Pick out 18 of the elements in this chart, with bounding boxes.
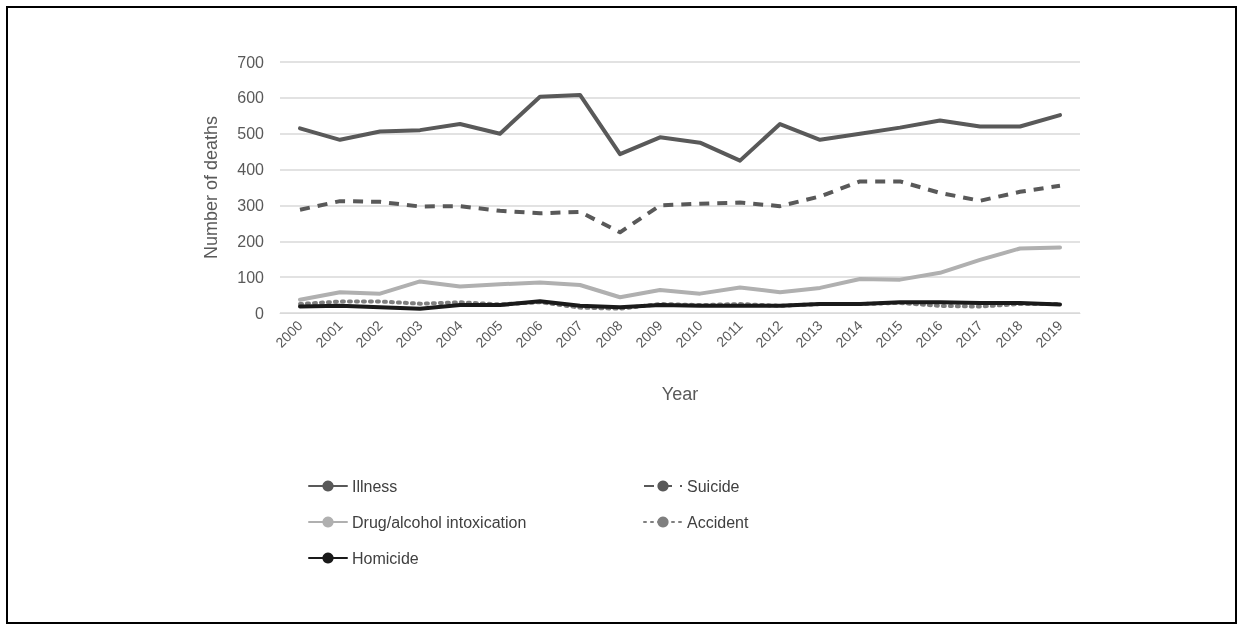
y-tick-label: 100 — [237, 268, 265, 286]
y-tick-label: 0 — [255, 304, 265, 322]
legend-label: Homicide — [352, 549, 419, 567]
line-series — [298, 92, 1062, 163]
y-tick-label: 700 — [237, 53, 265, 71]
legend-label: Suicide — [687, 477, 740, 495]
legend-label: Drug/alcohol intoxication — [352, 513, 527, 531]
legend-label: Illness — [352, 477, 398, 495]
y-axis-title: Number of deaths — [201, 115, 221, 260]
y-tick-label: 400 — [237, 161, 265, 179]
x-axis-title: Year — [661, 384, 699, 404]
legend-label: Accident — [687, 513, 749, 531]
y-tick-label: 200 — [237, 232, 265, 250]
y-tick-label: 300 — [237, 196, 265, 214]
line-series — [298, 179, 1062, 235]
line-series — [298, 245, 1062, 302]
y-tick-label: 500 — [237, 125, 265, 143]
y-tick-label: 600 — [237, 89, 265, 107]
